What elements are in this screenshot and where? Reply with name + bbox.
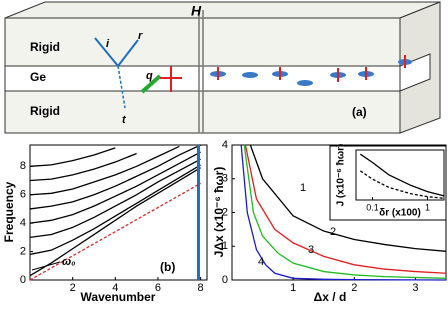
curve-label: 1: [300, 182, 306, 194]
x-axis-label: Wavenumber: [81, 290, 156, 304]
inset-frame: [329, 145, 447, 221]
x-tick-label: 1: [290, 282, 296, 294]
data-line: [29, 144, 201, 210]
top-face: [4, 1, 441, 19]
data-line: [244, 144, 447, 274]
plot-frame: [29, 144, 208, 281]
y-tick-label: 8: [20, 160, 26, 172]
data-line: [29, 145, 180, 196]
wavevector-arrow: [140, 74, 162, 94]
data-line: [29, 182, 201, 281]
incident-wave: [94, 37, 119, 67]
curve-label: 3: [308, 244, 314, 256]
x-tick-label: 1: [425, 202, 430, 212]
y-tick-label: 3: [222, 173, 228, 185]
data-line: [243, 144, 447, 279]
x-axis-label: δr (x100): [379, 208, 421, 219]
wave-label: r: [138, 30, 143, 42]
x-tick-label: 2: [70, 282, 76, 294]
wave-label: i: [106, 38, 110, 50]
y-axis-label: JΔx (x10⁻⁶ ħωr): [212, 167, 226, 258]
wave-label: q: [146, 70, 153, 82]
y-tick-label: 2: [20, 245, 26, 257]
plot-frame: [355, 149, 445, 201]
curve-label: 2: [330, 226, 336, 238]
spin-arrows: [217, 55, 406, 82]
data-line: [240, 144, 447, 281]
data-line: [29, 152, 137, 182]
y-tick-label: 0: [222, 274, 228, 286]
panel-label: (b): [160, 260, 175, 274]
y-tick-label: 2: [222, 206, 228, 218]
layer-label: Rigid: [30, 40, 60, 54]
x-tick-label: 4: [112, 282, 118, 294]
data-line: [29, 151, 201, 224]
panel-label: (a): [352, 105, 367, 119]
y-axis-label: J (x10⁻⁶ ħωr): [336, 144, 347, 207]
layer-label: Ge: [30, 70, 46, 84]
x-tick-label: 0.1: [366, 202, 379, 212]
annotation: ω₀: [62, 256, 76, 268]
wave-label: t: [122, 114, 127, 126]
annotation-arrow: [31, 261, 61, 271]
x-tick-label: 8: [198, 282, 204, 294]
y-tick-label: 6: [20, 189, 26, 201]
data-line: [29, 158, 201, 239]
y-axis-label: Frequency: [2, 181, 16, 242]
x-tick-label: 6: [155, 282, 161, 294]
slab-diagram: Rigid Ge Rigid H i r t q (a): [4, 1, 441, 134]
data-line: [359, 153, 445, 197]
y-tick-label: 0: [20, 274, 26, 286]
data-line: [29, 147, 116, 167]
y-tick-label: 1: [222, 240, 228, 252]
x-tick-label: 2: [351, 282, 357, 294]
data-line: [359, 170, 445, 199]
curve-label: 4: [258, 256, 264, 268]
field-label: H: [191, 3, 202, 19]
y-tick-label: 4: [20, 217, 26, 229]
data-line: [249, 144, 447, 252]
transmitted-wave: [117, 65, 126, 109]
y-tick-label: 4: [222, 139, 228, 151]
x-axis-label: Δx / d: [314, 290, 347, 304]
data-line: [29, 164, 201, 256]
x-tick-label: 3: [412, 282, 418, 294]
reflected-wave: [117, 39, 139, 67]
layer-label: Rigid: [30, 104, 60, 118]
data-line: [29, 167, 201, 277]
